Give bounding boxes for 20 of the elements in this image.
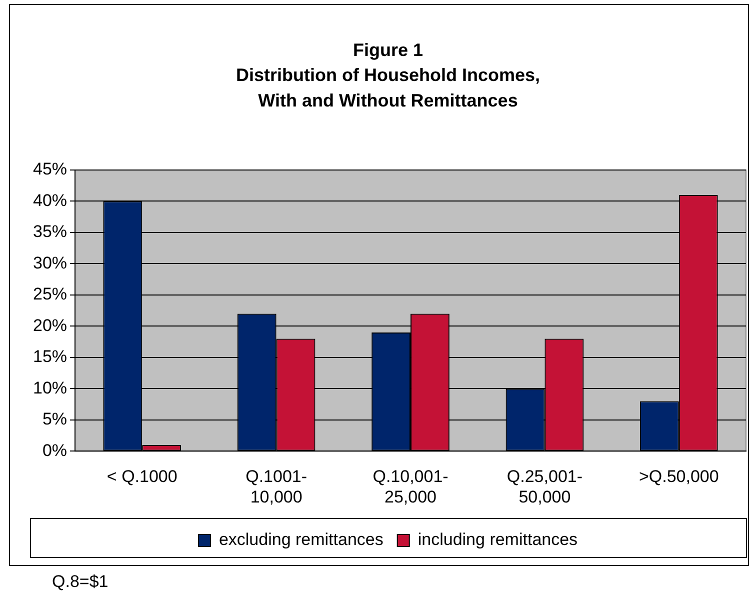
legend-label: including remittances [418,530,578,550]
y-tick-label: 40% [32,190,68,210]
x-tick-label: Q.10,001-25,000 [372,467,448,506]
x-tick-label: < Q.1000 [106,467,178,486]
y-tick-label: 30% [32,253,68,272]
x-tick-label: Q.1001-10,000 [246,467,308,506]
y-tick-label: 10% [32,378,68,398]
y-tick-label: 35% [32,222,68,242]
y-tick-label: 15% [32,347,68,366]
y-tick-label: 45% [32,160,68,179]
legend-label: excluding remittances [218,530,384,550]
text: Q.8=$1 [52,572,108,592]
chart-title: Figure 1 [352,40,424,60]
chart-subtitle: Distribution of Household Incomes, With and Without Remittances [236,65,540,110]
y-tick-label: 0% [42,440,68,460]
x-tick-label: Q.25,001-50,000 [506,467,583,506]
y-tick-label: 5% [42,410,68,429]
x-tick-label: >Q.50,000 [638,467,719,486]
y-tick-label: 25% [32,284,68,304]
y-tick-label: 20% [32,316,68,335]
